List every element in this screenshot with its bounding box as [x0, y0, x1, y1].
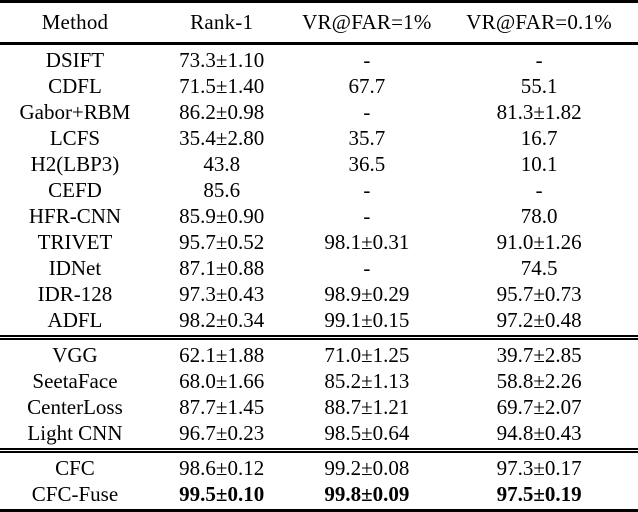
value-cell: 98.1±0.31 [324, 230, 410, 254]
table-header: Method Rank-1 VR@FAR=1% VR@FAR=0.1% [0, 1, 638, 45]
method-cell: VGG [52, 343, 98, 367]
value-cell: 98.9±0.29 [324, 282, 410, 306]
method-cell: CFC [55, 456, 95, 480]
table-row: CEFD 85.6 - - [0, 177, 638, 203]
header-row: Method Rank-1 VR@FAR=1% VR@FAR=0.1% [0, 1, 638, 45]
value-cell: 39.7±2.85 [496, 343, 582, 367]
value-cell: 85.2±1.13 [324, 369, 410, 393]
method-cell: CenterLoss [27, 395, 123, 419]
value-cell: 99.5±0.10 [179, 482, 265, 506]
value-cell: - [363, 204, 371, 228]
table-row: SeetaFace 68.0±1.66 85.2±1.13 58.8±2.26 [0, 368, 638, 394]
table-row: Gabor+RBM 86.2±0.98 - 81.3±1.82 [0, 99, 638, 125]
column-header-method: Method [0, 1, 150, 45]
value-cell: 97.3±0.43 [179, 282, 265, 306]
value-cell: - [535, 178, 543, 202]
table-row: VGG 62.1±1.88 71.0±1.25 39.7±2.85 [0, 338, 638, 369]
value-cell: 35.4±2.80 [179, 126, 265, 150]
method-cell: DSIFT [45, 48, 105, 72]
value-cell: 95.7±0.73 [496, 282, 582, 306]
value-cell: 43.8 [203, 152, 241, 176]
table-row: H2(LBP3) 43.8 36.5 10.1 [0, 151, 638, 177]
table-row: ADFL 98.2±0.34 99.1±0.15 97.2±0.48 [0, 307, 638, 338]
method-cell: TRIVET [37, 230, 113, 254]
method-cell: CDFL [48, 74, 102, 98]
table-group-2: VGG 62.1±1.88 71.0±1.25 39.7±2.85 SeetaFace 6… [0, 337, 638, 451]
value-cell: 58.8±2.26 [496, 369, 582, 393]
value-cell: 87.7±1.45 [179, 395, 265, 419]
value-cell: 85.6 [203, 178, 241, 202]
value-cell: 71.0±1.25 [324, 343, 410, 367]
value-cell: 88.7±1.21 [324, 395, 410, 419]
value-cell: 95.7±0.52 [179, 230, 265, 254]
value-cell: 73.3±1.10 [179, 48, 265, 72]
table-row: CDFL 71.5±1.40 67.7 55.1 [0, 73, 638, 99]
table-row: HFR-CNN 85.9±0.90 - 78.0 [0, 203, 638, 229]
value-cell: 81.3±1.82 [496, 100, 582, 124]
method-cell: LCFS [49, 126, 101, 150]
value-cell: 97.5±0.19 [496, 482, 582, 506]
table-row: DSIFT 73.3±1.10 - - [0, 44, 638, 74]
value-cell: 99.8±0.09 [324, 482, 410, 506]
value-cell: 10.1 [520, 152, 558, 176]
value-cell: 94.8±0.43 [496, 421, 582, 445]
value-cell: 74.5 [520, 256, 558, 280]
value-cell: 16.7 [520, 126, 558, 150]
table-row: Light CNN 96.7±0.23 98.5±0.64 94.8±0.43 [0, 420, 638, 451]
value-cell: 69.7±2.07 [496, 395, 582, 419]
value-cell: 71.5±1.40 [179, 74, 265, 98]
method-cell: IDR-128 [37, 282, 113, 306]
method-cell: IDNet [48, 256, 102, 280]
table-row: LCFS 35.4±2.80 35.7 16.7 [0, 125, 638, 151]
value-cell: - [363, 178, 371, 202]
column-header-rank1: Rank-1 [149, 1, 294, 45]
table-row: IDR-128 97.3±0.43 98.9±0.29 95.7±0.73 [0, 281, 638, 307]
method-cell: HFR-CNN [28, 204, 122, 228]
value-cell: - [363, 48, 371, 72]
value-cell: 99.1±0.15 [324, 308, 410, 332]
method-cell: SeetaFace [32, 369, 118, 393]
value-cell: 87.1±0.88 [179, 256, 265, 280]
value-cell: - [535, 48, 543, 72]
value-cell: 96.7±0.23 [179, 421, 265, 445]
table-row: CFC-Fuse 99.5±0.10 99.8±0.09 97.5±0.19 [0, 481, 638, 511]
value-cell: 91.0±1.26 [496, 230, 582, 254]
value-cell: 97.3±0.17 [496, 456, 582, 480]
value-cell: 98.2±0.34 [179, 308, 265, 332]
method-cell: CFC-Fuse [31, 482, 119, 506]
value-cell: 68.0±1.66 [179, 369, 265, 393]
method-cell: Gabor+RBM [19, 100, 131, 124]
value-cell: 36.5 [348, 152, 386, 176]
value-cell: 35.7 [348, 126, 386, 150]
value-cell: 99.2±0.08 [324, 456, 410, 480]
column-header-vrfar01: VR@FAR=0.1% [440, 1, 638, 45]
value-cell: - [363, 100, 371, 124]
value-cell: 85.9±0.90 [179, 204, 265, 228]
value-cell: - [363, 256, 371, 280]
value-cell: 86.2±0.98 [179, 100, 265, 124]
value-cell: 98.6±0.12 [179, 456, 265, 480]
table-row: CenterLoss 87.7±1.45 88.7±1.21 69.7±2.07 [0, 394, 638, 420]
value-cell: 78.0 [520, 204, 558, 228]
column-header-vrfar1: VR@FAR=1% [293, 1, 441, 45]
table-row: CFC 98.6±0.12 99.2±0.08 97.3±0.17 [0, 451, 638, 482]
table-row: TRIVET 95.7±0.52 98.1±0.31 91.0±1.26 [0, 229, 638, 255]
value-cell: 67.7 [348, 74, 386, 98]
table-group-1: DSIFT 73.3±1.10- - CDFL 71.5±1.40 67.7 55.1 Gab… [0, 44, 638, 338]
method-cell: H2(LBP3) [30, 152, 120, 176]
table-row: IDNet 87.1±0.88 - 74.5 [0, 255, 638, 281]
method-cell: ADFL [47, 308, 103, 332]
value-cell: 97.2±0.48 [496, 308, 582, 332]
value-cell: 55.1 [520, 74, 558, 98]
value-cell: 98.5±0.64 [324, 421, 410, 445]
method-cell: Light CNN [27, 421, 123, 445]
table-group-3: CFC 98.6±0.12 99.2±0.08 97.3±0.17 CFC-Fuse 99… [0, 450, 638, 511]
value-cell: 62.1±1.88 [179, 343, 265, 367]
method-cell: CEFD [48, 178, 102, 202]
